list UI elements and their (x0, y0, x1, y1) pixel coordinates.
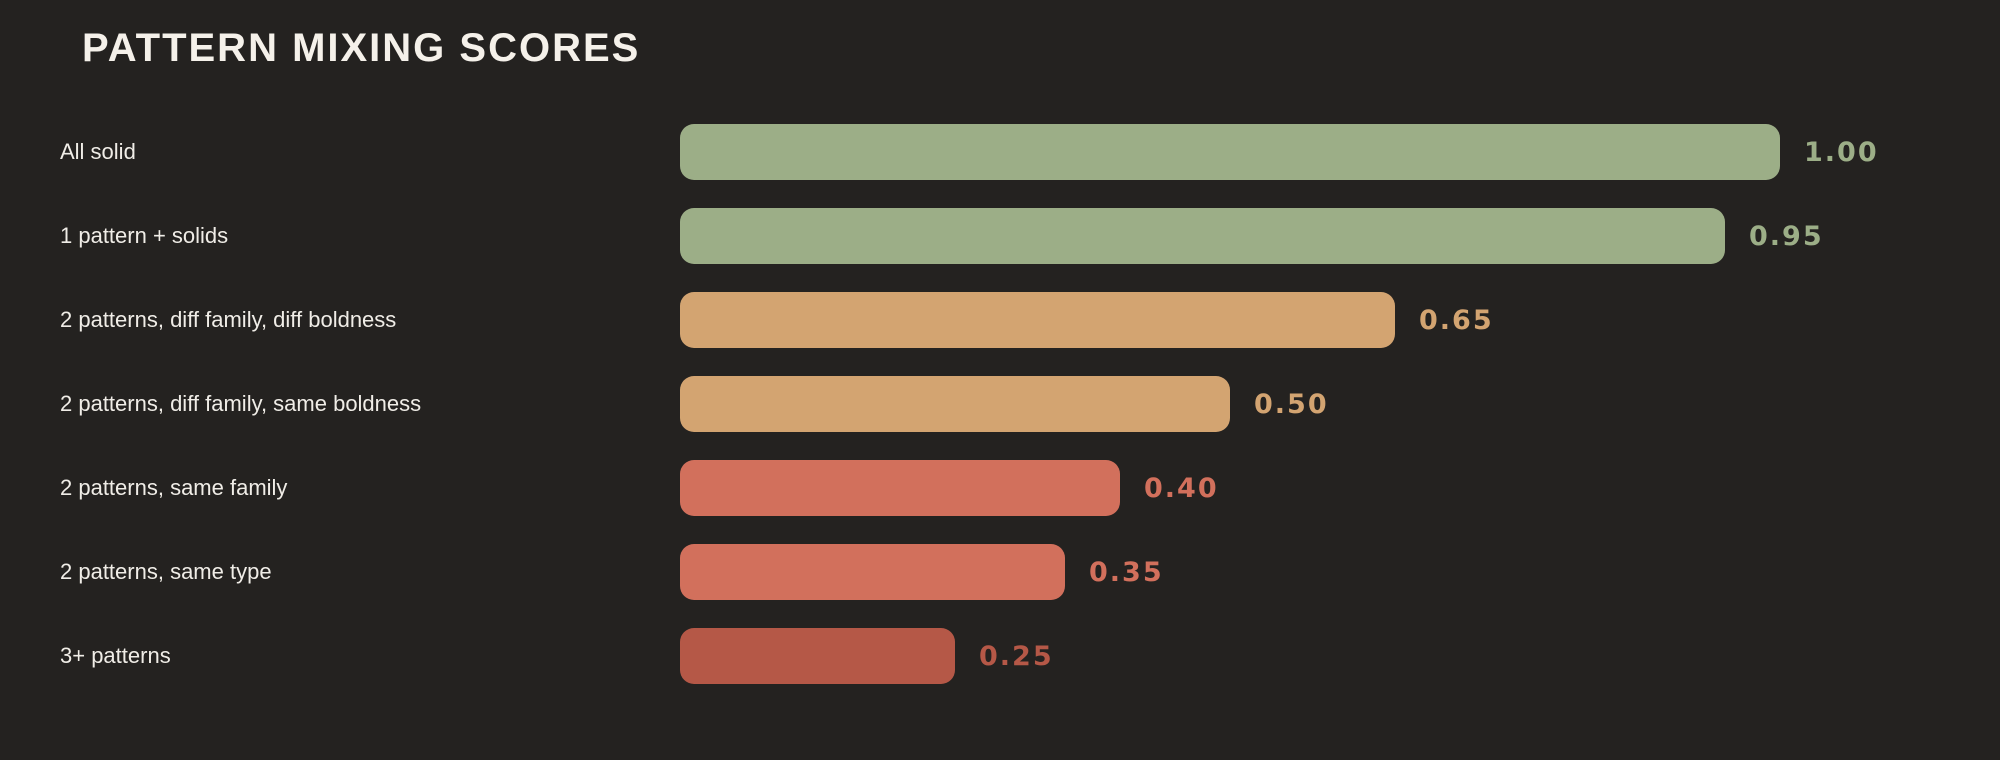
value-label: 0.25 (979, 640, 1054, 672)
bar (680, 544, 1065, 600)
bar-area: 0.95 (680, 208, 2000, 264)
value-label: 0.65 (1419, 304, 1494, 336)
chart-row: 1 pattern + solids 0.95 (60, 194, 2000, 278)
value-label: 0.50 (1254, 388, 1329, 420)
bar-area: 1.00 (680, 124, 2000, 180)
bar (680, 460, 1120, 516)
bar-area: 0.25 (680, 628, 2000, 684)
bar-area: 0.65 (680, 292, 2000, 348)
category-label: 2 patterns, diff family, same boldness (60, 391, 422, 416)
chart-row: 3+ patterns 0.25 (60, 614, 2000, 698)
chart-row: 2 patterns, same type 0.35 (60, 530, 2000, 614)
bar (680, 292, 1395, 348)
category-label: 2 patterns, same family (60, 475, 288, 500)
bar-area: 0.35 (680, 544, 2000, 600)
category-label: 2 patterns, same type (60, 559, 272, 584)
category-label: All solid (60, 139, 136, 164)
value-label: 1.00 (1804, 136, 1879, 168)
bar (680, 628, 955, 684)
bar (680, 208, 1725, 264)
value-label: 0.40 (1144, 472, 1219, 504)
chart-row: 2 patterns, diff family, same boldness 0… (60, 362, 2000, 446)
chart-title: PATTERN MIXING SCORES (82, 26, 641, 70)
chart-row: All solid 1.00 (60, 110, 2000, 194)
bar-chart: All solid 1.00 1 pattern + solids 0.95 2… (60, 110, 2000, 698)
chart-row: 2 patterns, same family 0.40 (60, 446, 2000, 530)
value-label: 0.95 (1749, 220, 1824, 252)
category-label: 2 patterns, diff family, diff boldness (60, 307, 397, 332)
value-label: 0.35 (1089, 556, 1164, 588)
bar-area: 0.50 (680, 376, 2000, 432)
bar-area: 0.40 (680, 460, 2000, 516)
bar (680, 124, 1780, 180)
category-label: 1 pattern + solids (60, 223, 229, 248)
category-label: 3+ patterns (60, 643, 171, 668)
bar (680, 376, 1230, 432)
chart-row: 2 patterns, diff family, diff boldness 0… (60, 278, 2000, 362)
